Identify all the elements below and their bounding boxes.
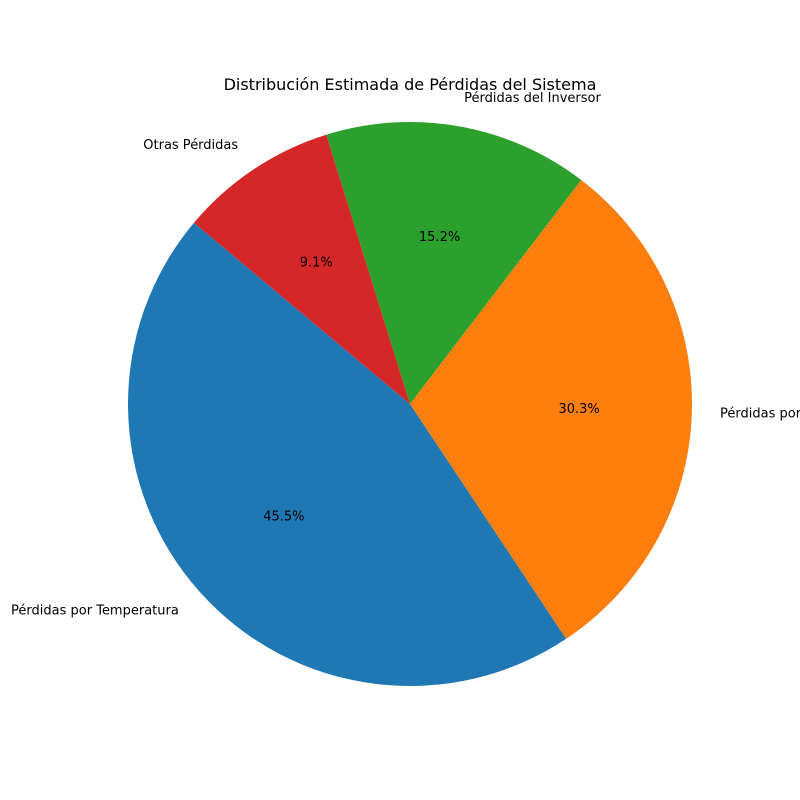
slice-label-1: Pérdidas por Temperatura (11, 603, 179, 618)
slice-percent-3: 15.2% (419, 230, 460, 245)
slice-percent-4: 9.1% (300, 256, 333, 271)
slice-percent-1: 45.5% (263, 509, 304, 524)
slice-percent-2: 30.3% (558, 402, 599, 417)
slice-label-4: Otras Pérdidas (143, 138, 238, 153)
slice-label-2: Pérdidas por (720, 407, 800, 422)
pie-slice-1 (127, 222, 567, 687)
chart-title: Distribución Estimada de Pérdidas del Si… (224, 75, 597, 94)
slice-label-3: Pérdidas del Inversor (464, 91, 601, 106)
pie-slice-3 (326, 121, 582, 404)
pie-slice-4 (193, 134, 410, 404)
pie-labels: Pérdidas por Temperatura 45.5% Pérdidas po… (11, 91, 800, 618)
pie-slices (127, 121, 692, 687)
pie-slice-2 (410, 179, 692, 639)
